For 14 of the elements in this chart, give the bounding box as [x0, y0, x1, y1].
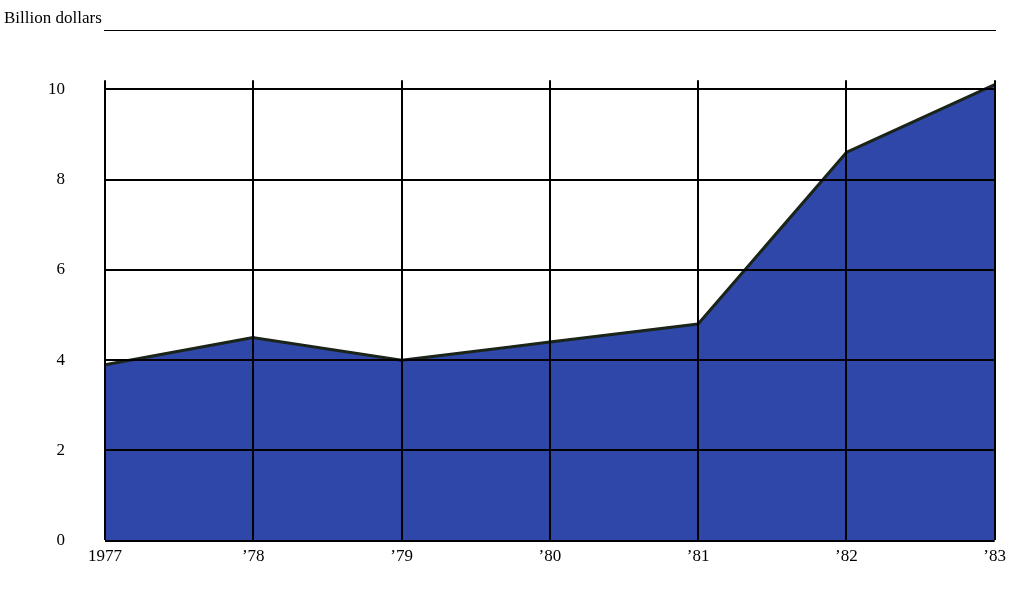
x-tick-label: ’83: [983, 546, 1007, 566]
y-tick-label: 4: [56, 349, 66, 369]
y-tick-label: 6: [56, 259, 65, 279]
y-tick-label: 8: [56, 169, 65, 189]
x-tick-label: ’82: [835, 546, 858, 566]
x-tick-label: ’79: [390, 546, 413, 566]
y-tick-label: 10: [48, 78, 65, 98]
x-tick-label: 1977: [88, 546, 123, 566]
x-tick-label: ’81: [686, 546, 710, 566]
y-axis-title: Billion dollars: [4, 8, 103, 29]
y-tick-label: 0: [56, 530, 65, 550]
x-tick-label: ’80: [538, 546, 562, 566]
x-tick-label: ’78: [241, 546, 265, 566]
y-tick-label: 2: [56, 439, 65, 459]
